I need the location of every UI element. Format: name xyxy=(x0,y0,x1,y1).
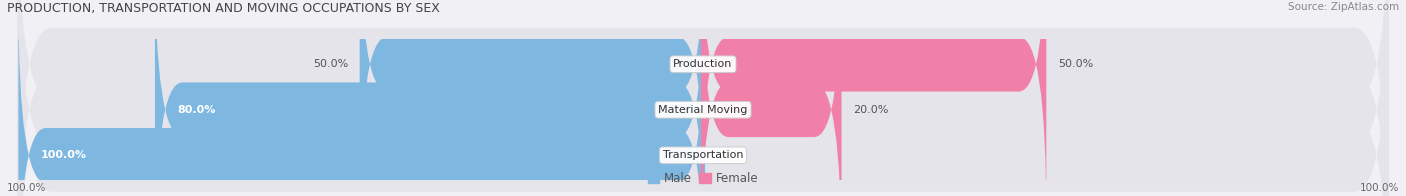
FancyBboxPatch shape xyxy=(18,1,704,196)
Text: 80.0%: 80.0% xyxy=(177,105,217,115)
Text: Material Moving: Material Moving xyxy=(658,105,748,115)
FancyBboxPatch shape xyxy=(360,0,704,196)
Text: Production: Production xyxy=(673,59,733,69)
FancyBboxPatch shape xyxy=(702,0,1046,196)
Text: 0.0%: 0.0% xyxy=(717,150,745,160)
Text: Source: ZipAtlas.com: Source: ZipAtlas.com xyxy=(1288,2,1399,12)
FancyBboxPatch shape xyxy=(155,0,704,196)
FancyBboxPatch shape xyxy=(17,0,1389,196)
Text: 50.0%: 50.0% xyxy=(1057,59,1092,69)
Text: 100.0%: 100.0% xyxy=(7,183,46,193)
FancyBboxPatch shape xyxy=(17,0,1389,196)
FancyBboxPatch shape xyxy=(702,0,842,196)
Text: 100.0%: 100.0% xyxy=(41,150,87,160)
FancyBboxPatch shape xyxy=(17,0,1389,196)
Text: PRODUCTION, TRANSPORTATION AND MOVING OCCUPATIONS BY SEX: PRODUCTION, TRANSPORTATION AND MOVING OC… xyxy=(7,2,440,15)
Text: 50.0%: 50.0% xyxy=(314,59,349,69)
Text: 100.0%: 100.0% xyxy=(1360,183,1399,193)
Text: Transportation: Transportation xyxy=(662,150,744,160)
Legend: Male, Female: Male, Female xyxy=(643,168,763,190)
Text: 20.0%: 20.0% xyxy=(853,105,889,115)
